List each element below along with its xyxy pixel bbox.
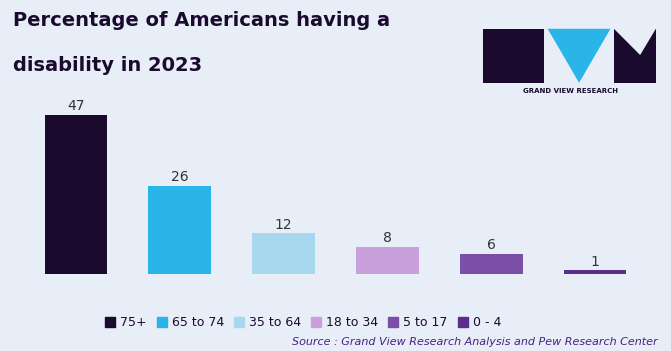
Text: 26: 26 [171, 170, 189, 184]
FancyBboxPatch shape [483, 29, 544, 83]
Polygon shape [614, 29, 656, 55]
Text: 6: 6 [487, 238, 496, 252]
Bar [564, 270, 627, 274]
FancyBboxPatch shape [614, 29, 656, 83]
Bar [44, 115, 107, 274]
Bar [460, 253, 523, 274]
Polygon shape [548, 29, 611, 83]
Text: 12: 12 [274, 218, 293, 232]
Text: 8: 8 [383, 231, 392, 245]
Bar [356, 247, 419, 274]
Bar [252, 233, 315, 274]
Text: GRAND VIEW RESEARCH: GRAND VIEW RESEARCH [523, 87, 618, 94]
Text: Percentage of Americans having a: Percentage of Americans having a [13, 11, 391, 29]
Text: 47: 47 [67, 99, 85, 113]
Text: Source : Grand View Research Analysis and Pew Research Center: Source : Grand View Research Analysis an… [292, 338, 658, 347]
Legend: 75+, 65 to 74, 35 to 64, 18 to 34, 5 to 17, 0 - 4: 75+, 65 to 74, 35 to 64, 18 to 34, 5 to … [101, 311, 506, 334]
Bar [148, 186, 211, 274]
Text: 1: 1 [590, 255, 600, 269]
Text: disability in 2023: disability in 2023 [13, 56, 203, 75]
